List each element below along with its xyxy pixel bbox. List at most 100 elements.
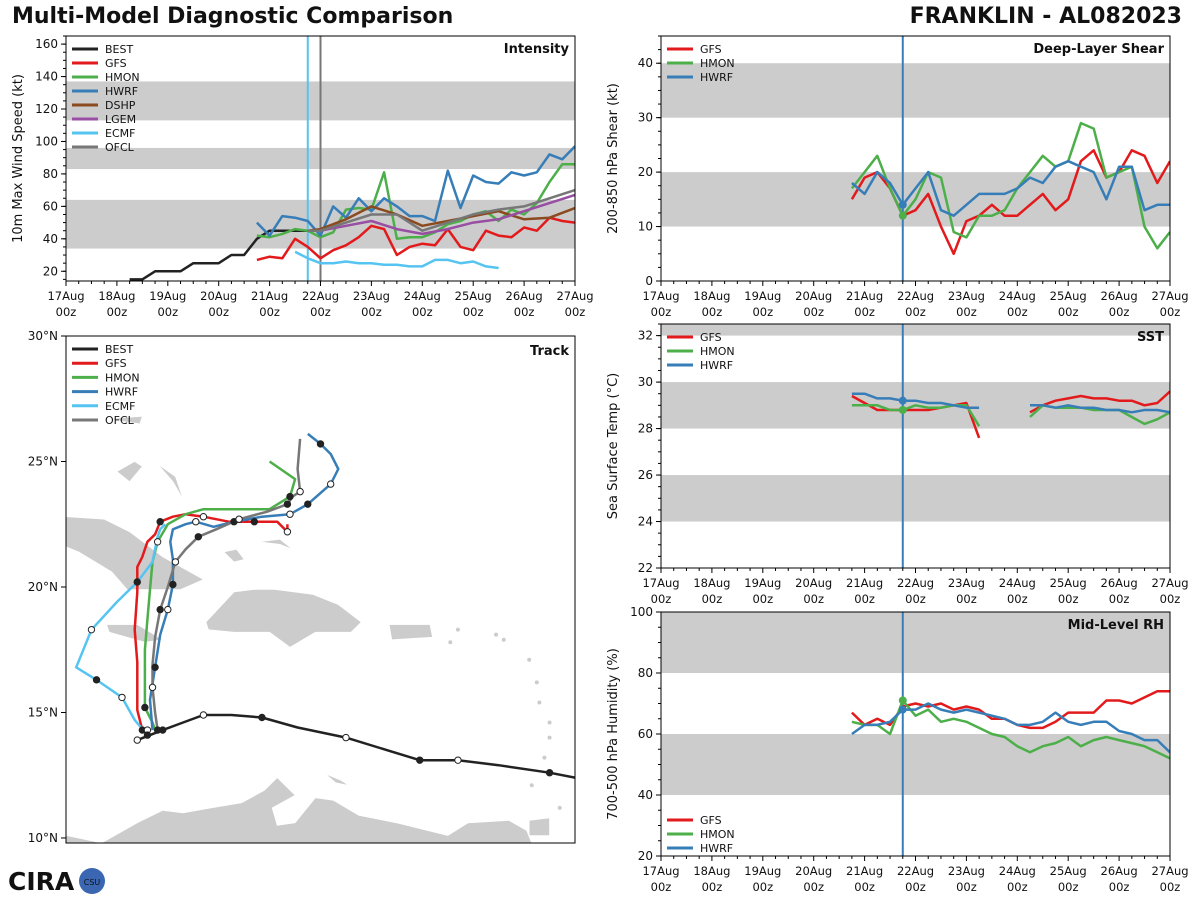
intensity-legend-label-best: BEST <box>105 43 133 56</box>
sst-frame <box>660 323 1171 569</box>
shear-band <box>661 63 1170 118</box>
sst-xtick-label: 27Aug <box>1151 576 1188 590</box>
rh-legend-label-gfs: GFS <box>700 814 722 827</box>
intensity-xtick-label: 00z <box>259 305 280 319</box>
rh-ytick-label: 60 <box>638 727 653 741</box>
track-marker-gfs <box>199 513 208 521</box>
intensity-ylabel: 10m Max Wind Speed (kt) <box>11 74 26 243</box>
track-marker-hwrf <box>169 580 177 589</box>
sst-xtick-label: 00z <box>803 592 824 606</box>
sst-xtick-label: 00z <box>702 592 723 606</box>
intensity-xtick-label: 00z <box>157 305 178 319</box>
intensity-xtick-label: 00z <box>565 305 586 319</box>
track-marker-ofcl <box>156 605 164 614</box>
track-marker-ecmf <box>92 676 101 684</box>
landmass <box>528 817 550 836</box>
intensity-legend-label-hmon: HMON <box>105 71 140 84</box>
track-marker-hmon <box>153 538 162 546</box>
rh-xtick-label: 00z <box>702 880 723 894</box>
small-island <box>547 735 552 740</box>
track-marker-hmon <box>286 492 294 501</box>
track-marker-ofcl <box>283 500 292 508</box>
sst-legend-label-hmon: HMON <box>700 345 735 358</box>
cira-logo-icon: CIRA CSU <box>8 867 105 896</box>
shear-xtick-label: 00z <box>905 305 926 319</box>
shear-xtick-label: 22Aug <box>897 289 934 303</box>
track-marker-ecmf <box>143 731 152 739</box>
shear-xtick-label: 26Aug <box>1101 289 1138 303</box>
intensity-ytick-label: 100 <box>35 134 58 148</box>
sst-xtick-label: 00z <box>651 592 672 606</box>
shear-init-marker-hmon <box>898 211 907 220</box>
track-ecmf <box>74 523 167 736</box>
intensity-legend-label-dshp: DSHP <box>105 99 136 112</box>
small-island <box>455 627 460 632</box>
sst-xtick-label: 00z <box>1007 592 1028 606</box>
intensity-xtick-label: 00z <box>107 305 128 319</box>
track-legend-label-ecmf: ECMF <box>105 400 135 413</box>
rh-xtick-label: 00z <box>1109 880 1130 894</box>
logo-badge-text: CSU <box>84 878 101 887</box>
landmass <box>66 777 533 843</box>
intensity-xtick-label: 00z <box>310 305 331 319</box>
rh-xtick-label: 18Aug <box>693 864 730 878</box>
rh-xtick-label: 00z <box>752 880 773 894</box>
intensity-xtick-label: 22Aug <box>302 289 339 303</box>
track-marker-hwrf <box>192 518 200 526</box>
shear-ytick-label: 20 <box>638 165 653 179</box>
rh-plot-area <box>661 612 1170 856</box>
intensity-xtick-label: 00z <box>56 305 77 319</box>
intensity-plot-area <box>66 36 575 281</box>
track-title: Track <box>530 344 569 359</box>
sst-plot-area <box>661 324 1170 568</box>
sst-xtick-label: 00z <box>956 592 977 606</box>
shear-xtick-label: 23Aug <box>948 289 985 303</box>
track-marker-hmon <box>141 703 149 712</box>
track-marker-hwrf <box>151 663 159 672</box>
sst-legend-label-gfs: GFS <box>700 331 722 344</box>
small-island <box>494 632 499 637</box>
landmass <box>259 538 293 550</box>
track-best <box>136 713 575 779</box>
sst-xtick-label: 22Aug <box>897 576 934 590</box>
rh-ytick-label: 40 <box>638 788 653 802</box>
landmass <box>388 624 433 641</box>
shear-xtick-label: 00z <box>752 305 773 319</box>
sst-series-hwrf <box>851 392 980 409</box>
sst-ytick-label: 28 <box>638 422 653 436</box>
track-ytick-label: 15°N <box>28 705 58 719</box>
rh-legend-label-hwrf: HWRF <box>700 842 733 855</box>
sst-init-marker <box>898 396 907 405</box>
sst-xtick-label: 00z <box>1160 592 1181 606</box>
track-ytick-label: 25°N <box>28 454 58 468</box>
shear-legend-label-hwrf: HWRF <box>700 71 733 84</box>
intensity-xtick-label: 00z <box>412 305 433 319</box>
rh-legend-label-hmon: HMON <box>700 828 735 841</box>
shear-xtick-label: 00z <box>803 305 824 319</box>
landmass <box>223 548 245 563</box>
intensity-ytick-label: 40 <box>43 232 58 246</box>
rh-xtick-label: 19Aug <box>744 864 781 878</box>
rh-init-marker-hmon <box>898 696 907 705</box>
rh-init-marker <box>898 705 907 714</box>
rh-xtick-label: 00z <box>651 880 672 894</box>
rh-xtick-label: 25Aug <box>1050 864 1087 878</box>
shear-plot-area <box>661 36 1170 281</box>
shear-ytick-label: 10 <box>638 220 653 234</box>
intensity-legend-label-ecmf: ECMF <box>105 127 135 140</box>
track-marker-hwrf <box>286 510 294 518</box>
track-legend-label-hwrf: HWRF <box>105 386 138 399</box>
intensity-legend-label-lgem: LGEM <box>105 113 136 126</box>
small-island <box>557 805 562 810</box>
shear-xtick-label: 27Aug <box>1151 289 1188 303</box>
intensity-legend-label-ofcl: OFCL <box>105 141 135 154</box>
intensity-xtick-label: 24Aug <box>404 289 441 303</box>
intensity-ytick-label: 140 <box>35 70 58 84</box>
track-marker-best <box>133 736 141 744</box>
rh-xtick-label: 00z <box>1058 880 1079 894</box>
intensity-ytick-label: 120 <box>35 102 58 116</box>
